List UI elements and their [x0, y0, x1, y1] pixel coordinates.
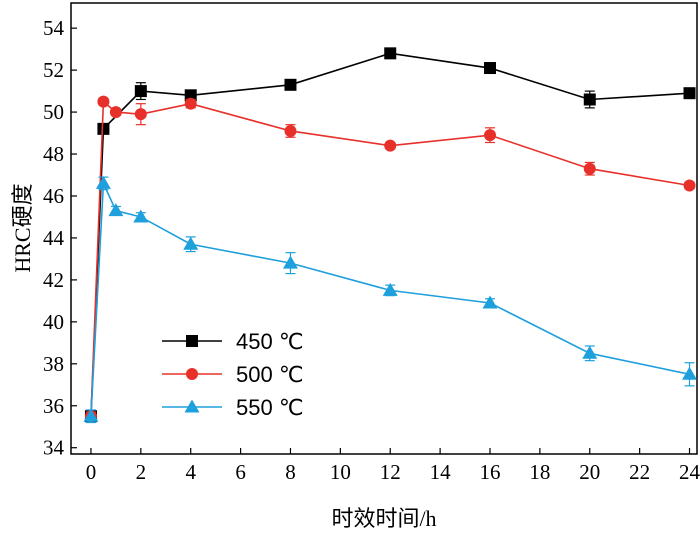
data-point: [108, 203, 124, 217]
x-tick-label: 10: [330, 460, 351, 484]
data-point: [682, 366, 698, 380]
data-point: [282, 255, 298, 269]
data-point: [582, 345, 598, 359]
data-point: [183, 236, 199, 250]
plot-frame: [70, 2, 698, 455]
data-point: [483, 129, 496, 142]
series-0: [84, 47, 696, 423]
legend-entry: 500 ℃: [162, 362, 304, 387]
y-tick-label: 48: [43, 142, 64, 166]
legend-label: 450 ℃: [236, 329, 304, 354]
x-tick-label: 20: [579, 460, 600, 484]
data-point: [97, 122, 110, 135]
data-point: [382, 282, 398, 296]
data-point: [133, 209, 149, 223]
x-tick-label: 22: [629, 460, 650, 484]
data-point: [483, 62, 496, 75]
series-2: [83, 175, 698, 424]
legend-label: 550 ℃: [236, 395, 304, 420]
x-tick-label: 4: [185, 460, 196, 484]
y-tick-label: 38: [43, 352, 64, 376]
data-point: [134, 108, 147, 121]
data-point: [184, 89, 197, 102]
y-tick-label: 52: [43, 58, 64, 82]
data-point: [583, 162, 596, 175]
data-point: [284, 78, 297, 91]
x-tick-label: 12: [380, 460, 401, 484]
x-tick-label: 16: [479, 460, 500, 484]
y-tick-label: 46: [43, 184, 64, 208]
series-line: [90, 183, 690, 417]
data-point: [184, 97, 197, 110]
y-tick-label: 40: [43, 310, 64, 334]
series-line: [90, 99, 690, 417]
legend-label: 500 ℃: [236, 362, 304, 387]
x-tick-label: 2: [136, 460, 147, 484]
data-point: [95, 175, 111, 189]
data-point: [97, 95, 110, 108]
legend-entry: 450 ℃: [162, 329, 304, 354]
data-point: [482, 295, 498, 309]
y-tick-label: 34: [43, 436, 65, 460]
x-tick-label: 8: [285, 460, 296, 484]
y-tick-label: 44: [43, 226, 65, 250]
data-point: [583, 93, 596, 106]
y-axis-title: HRC硬度: [10, 183, 35, 272]
legend-entry: 550 ℃: [162, 395, 304, 420]
axis-ticks: 0 2 4 6 8 10 12 14 16 18 20 22 243436384042444648505…: [43, 16, 700, 484]
series-line: [90, 52, 690, 417]
legend-marker: [184, 399, 200, 413]
data-point: [384, 139, 397, 152]
x-tick-label: 14: [430, 460, 452, 484]
x-tick-label: 18: [529, 460, 550, 484]
x-tick-label: 24: [679, 460, 700, 484]
x-tick-label: 0: [86, 460, 97, 484]
data-point: [284, 124, 297, 137]
data-point: [109, 106, 122, 119]
y-tick-label: 42: [43, 268, 64, 292]
y-tick-label: 36: [43, 394, 64, 418]
series-layer: [83, 47, 698, 424]
data-point: [384, 47, 397, 60]
x-axis-title: 时效时间/h: [331, 506, 436, 531]
data-point: [683, 87, 696, 100]
data-point: [683, 179, 696, 192]
legend-marker: [186, 368, 198, 380]
legend: 450 ℃ 500 ℃ 550 ℃: [162, 329, 304, 420]
legend-marker: [186, 335, 198, 347]
y-tick-label: 54: [43, 16, 65, 40]
data-point: [134, 85, 147, 98]
y-tick-label: 50: [43, 100, 64, 124]
data-point: [83, 408, 99, 422]
x-tick-label: 6: [235, 460, 246, 484]
